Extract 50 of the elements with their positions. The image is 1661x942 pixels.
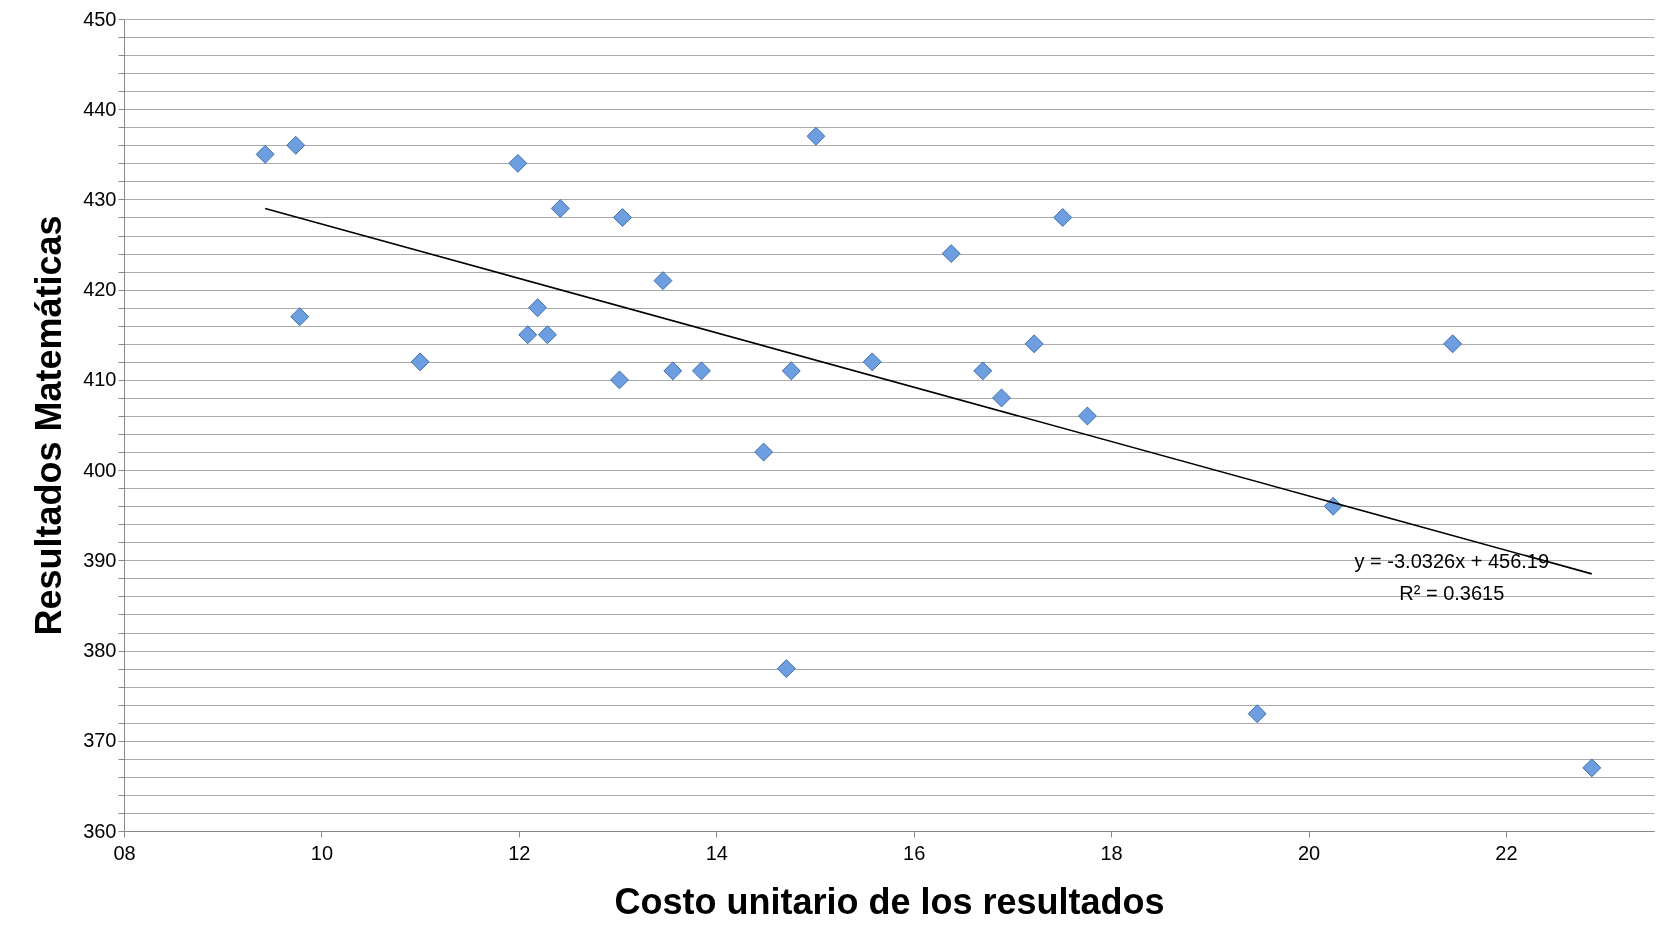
- point: [663, 361, 683, 381]
- annotation: y = -3.0326x + 456.19: [1354, 549, 1550, 572]
- point: [776, 659, 796, 679]
- point: [1443, 334, 1463, 354]
- y-tick-label: 440: [83, 97, 117, 120]
- x-axis-title: Costo unitario de los resultados: [614, 880, 1165, 922]
- point: [613, 208, 632, 227]
- point: [550, 199, 570, 218]
- x-tick-label: 08: [113, 841, 136, 864]
- y-tick-label: 380: [83, 639, 117, 662]
- x-tick-label: 10: [310, 841, 334, 864]
- y-tick-label: 450: [83, 7, 117, 30]
- point: [653, 271, 673, 291]
- point: [1053, 208, 1073, 227]
- x-tick-label: 22: [1495, 841, 1518, 864]
- y-tick-label: 420: [83, 278, 117, 301]
- point: [1582, 758, 1602, 778]
- point: [518, 325, 538, 345]
- point: [1077, 406, 1097, 426]
- y-axis-title: Resultados Matemáticas: [28, 215, 70, 636]
- point: [255, 144, 275, 164]
- point: [290, 307, 310, 327]
- x-tick-label: 14: [705, 841, 728, 864]
- y-tick-label: 360: [83, 819, 117, 842]
- point: [806, 126, 826, 146]
- point: [754, 442, 774, 462]
- point: [286, 135, 306, 155]
- y-tick-label: 430: [83, 187, 117, 210]
- point: [941, 244, 961, 264]
- point: [862, 352, 882, 372]
- point: [538, 325, 557, 345]
- point: [1247, 704, 1267, 724]
- point: [528, 298, 548, 318]
- point: [410, 352, 430, 372]
- x-tick-label: 18: [1100, 841, 1123, 864]
- point: [1024, 334, 1044, 354]
- y-tick-label: 410: [83, 368, 117, 391]
- y-tick-label: 390: [83, 548, 117, 571]
- point: [973, 361, 993, 381]
- annotation: R² = 0.3615: [1399, 581, 1505, 604]
- point: [508, 153, 528, 173]
- x-tick-label: 20: [1297, 841, 1321, 864]
- x-tick-label: 12: [508, 841, 531, 864]
- y-tick-label: 370: [83, 729, 117, 752]
- point: [781, 361, 801, 381]
- point: [610, 370, 629, 390]
- point: [692, 361, 711, 381]
- point: [992, 388, 1011, 408]
- y-tick-label: 400: [83, 458, 117, 481]
- x-tick-label: 16: [903, 841, 926, 864]
